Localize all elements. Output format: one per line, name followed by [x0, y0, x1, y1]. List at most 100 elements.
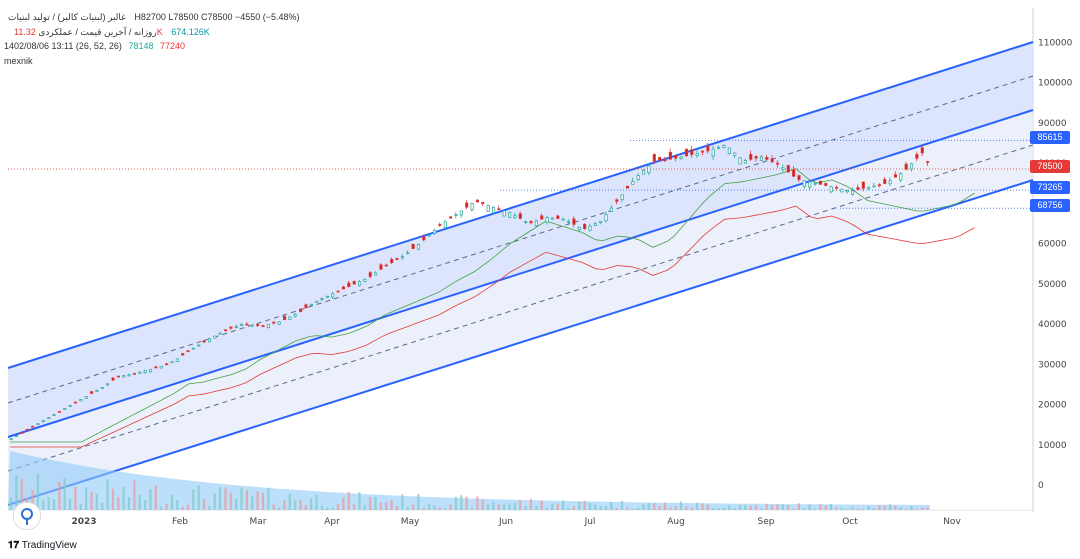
candle-body: [668, 151, 672, 160]
candle-body: [357, 281, 362, 286]
candle-body: [567, 221, 571, 223]
candle-body: [599, 221, 603, 224]
volume-bar: [256, 491, 259, 510]
candle-body: [877, 184, 881, 186]
candle-body: [449, 216, 453, 219]
volume-bar: [36, 474, 39, 510]
volume-bar: [219, 487, 222, 510]
candle-body: [845, 190, 849, 193]
y-tick-label: 110000: [1038, 38, 1073, 48]
candle-body: [309, 303, 313, 306]
volume-bar: [170, 495, 173, 510]
volume-bar: [138, 494, 141, 510]
candle-body: [197, 344, 201, 347]
volume-bar: [599, 506, 602, 510]
candle-body: [202, 340, 206, 343]
candle-body: [572, 218, 576, 225]
candle-body: [475, 199, 480, 203]
candle-body: [170, 361, 174, 364]
candle-body: [545, 216, 549, 223]
volume-bar: [894, 505, 897, 510]
ichimoku-cloud: [10, 168, 975, 448]
candle-body: [808, 181, 812, 188]
candle-body: [416, 243, 421, 250]
candle-body: [331, 293, 335, 298]
candle-body: [175, 358, 179, 362]
candle-body: [68, 405, 72, 407]
volume-bar: [154, 485, 157, 510]
candle-body: [711, 148, 715, 157]
tradingview-logo[interactable]: 𝟏𝟕 TradingView: [8, 540, 77, 551]
candle-body: [256, 324, 260, 326]
candle-body: [143, 370, 147, 374]
volume-bar: [888, 504, 892, 510]
volume-bar: [899, 507, 902, 510]
candle-body: [25, 428, 29, 431]
volume-bar: [653, 503, 656, 510]
volume-bar: [647, 502, 650, 510]
volume-bar: [465, 496, 468, 510]
candle-body: [486, 205, 490, 212]
x-tick-label: Mar: [250, 517, 267, 527]
volume-bar: [728, 505, 731, 510]
volume-bar: [79, 503, 82, 510]
candle-body: [186, 350, 190, 353]
candle-body: [899, 173, 903, 181]
candle-body: [181, 353, 185, 356]
volume-bar: [717, 507, 720, 510]
candle-body: [872, 185, 876, 188]
candle-body: [315, 300, 319, 303]
candle-body: [743, 160, 747, 164]
candle-body: [818, 180, 822, 185]
volume-bar: [706, 504, 709, 510]
volume-bar: [620, 500, 624, 510]
candle-body: [733, 152, 737, 156]
volume-bar: [915, 508, 918, 510]
candle-body: [636, 175, 640, 180]
candle-body: [754, 155, 758, 159]
volume-bar: [336, 504, 340, 510]
price-tag-68756: 68756: [1030, 199, 1070, 212]
time-axis: 2023 Feb Mar Apr May Jun Jul Aug Sep Oct Nov: [71, 517, 961, 527]
candle-body: [834, 186, 839, 189]
candle-body: [438, 224, 442, 226]
price-tag-85615: 85615: [1030, 131, 1070, 144]
symbol-name[interactable]: غالبر (لبنیات کالبر) / تولید لبنیات: [8, 12, 126, 22]
candle-body: [802, 180, 806, 187]
volume-bar: [690, 507, 693, 510]
volume-bar: [433, 505, 436, 510]
volume-bar: [492, 501, 495, 510]
candle-body: [593, 223, 597, 226]
candle-body: [550, 217, 555, 220]
candle-body: [481, 202, 485, 205]
volume-bar: [658, 506, 661, 510]
y-tick-label: 10000: [1038, 441, 1067, 451]
candle-body: [824, 182, 828, 186]
volume-bar: [224, 487, 227, 510]
candle-body: [116, 375, 120, 378]
candle-body: [615, 199, 619, 202]
candle-body: [277, 321, 281, 325]
volume-bar: [695, 502, 699, 510]
volume-bar: [813, 508, 817, 510]
candle-body: [245, 323, 249, 326]
candle-body: [224, 329, 228, 332]
middle-channel-line: [7, 109, 1034, 438]
tv-pin-button[interactable]: [13, 502, 41, 530]
candle-body: [282, 315, 287, 320]
volume-bar: [390, 500, 393, 510]
volume-bar: [856, 508, 859, 510]
x-tick-label: Nov: [943, 517, 961, 527]
candle-body: [406, 252, 410, 255]
volume-bar: [867, 505, 870, 510]
volume-bar: [669, 507, 672, 510]
candle-body: [765, 157, 769, 160]
candle-body: [679, 156, 683, 159]
x-tick-label: Aug: [667, 517, 685, 527]
candle-body: [132, 373, 137, 375]
volume-bar: [454, 496, 458, 510]
candle-body: [191, 347, 195, 350]
candle-body: [738, 157, 742, 165]
volume-bar: [133, 480, 136, 510]
